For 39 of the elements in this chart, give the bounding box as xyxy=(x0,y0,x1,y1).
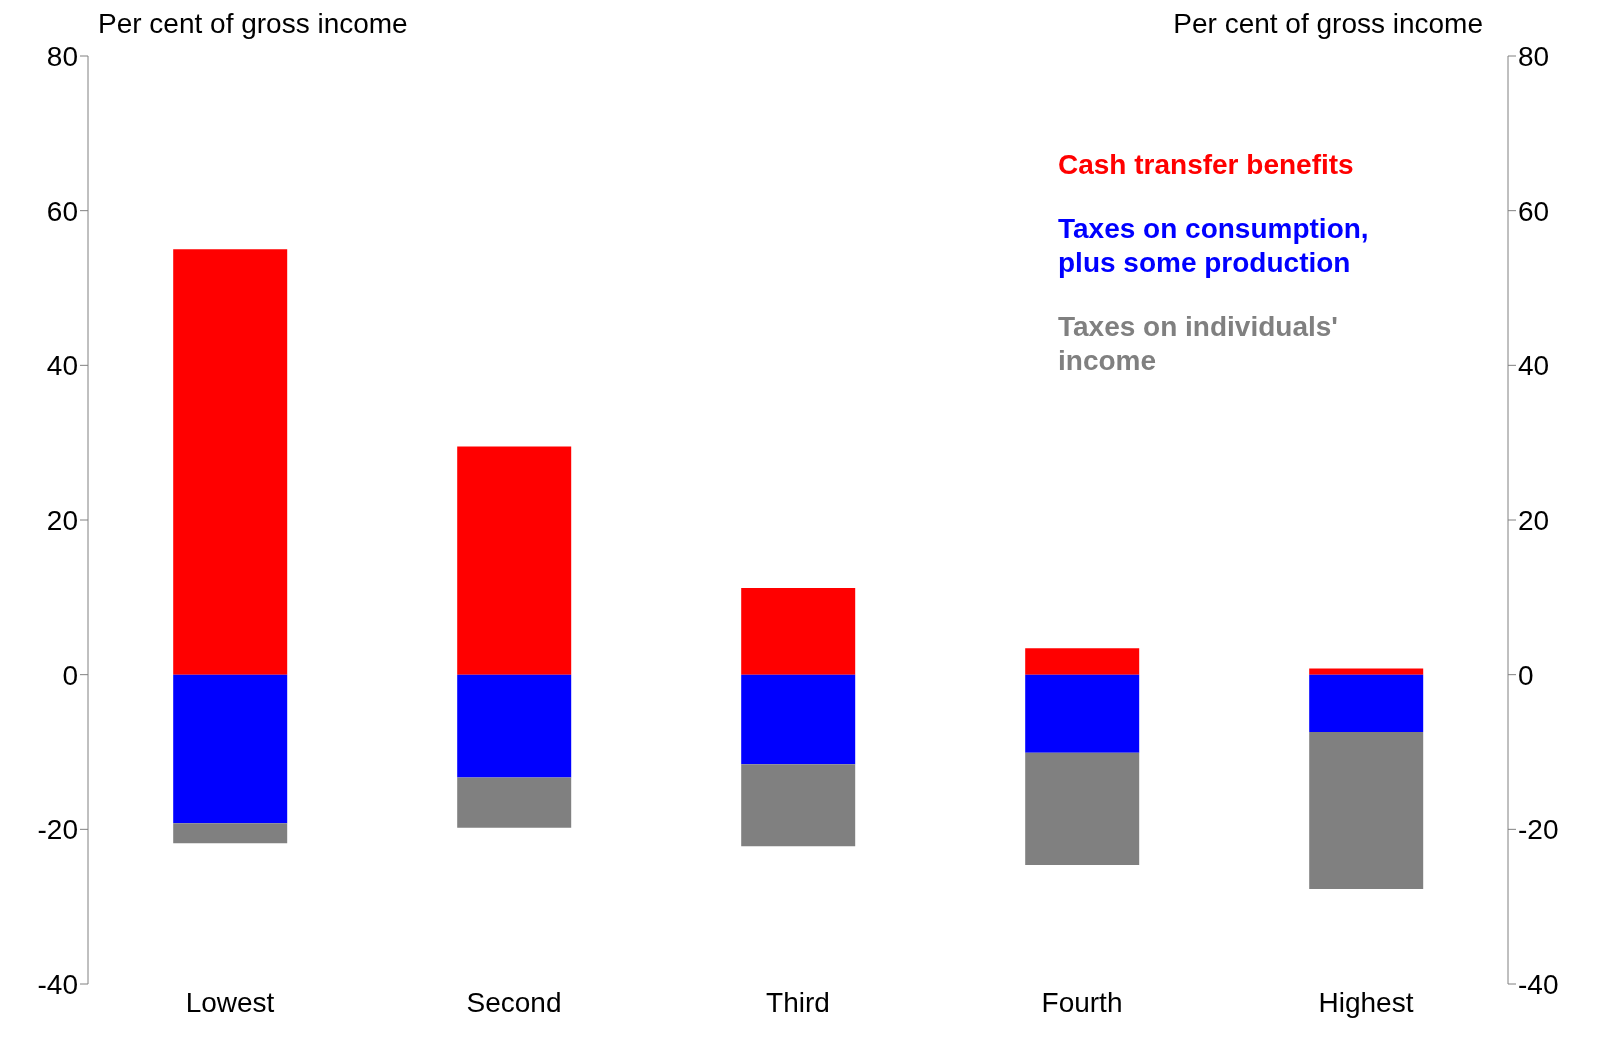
bar xyxy=(741,674,856,765)
y-tick-label: 0 xyxy=(62,659,78,691)
y2-tick-label: -20 xyxy=(1518,814,1559,846)
y2-tick-label: 0 xyxy=(1518,659,1534,691)
x-tick-label: Third xyxy=(766,986,830,1018)
bar xyxy=(457,674,572,778)
bar xyxy=(1025,752,1140,865)
bar xyxy=(1025,648,1140,675)
bar xyxy=(1025,674,1140,753)
y2-tick-label: 40 xyxy=(1518,350,1550,382)
bar xyxy=(741,764,856,847)
y2-axis-title: Per cent of gross income xyxy=(1173,8,1483,41)
text: Cash transfer benefits xyxy=(1058,148,1355,182)
y-tick-label: 80 xyxy=(46,40,78,72)
bar xyxy=(173,823,288,844)
y2-tick-label: 60 xyxy=(1518,195,1550,227)
bar xyxy=(173,674,288,824)
bar xyxy=(173,249,288,675)
bar xyxy=(1309,731,1424,889)
y-tick-label: 20 xyxy=(46,504,78,536)
y-tick-label: -20 xyxy=(37,814,78,846)
text: Taxes on consumption, plus some production xyxy=(1058,212,1370,280)
text: Taxes on individuals' income xyxy=(1058,310,1339,378)
x-tick-label: Second xyxy=(466,986,562,1018)
bar xyxy=(741,588,856,675)
y2-tick-label: 80 xyxy=(1518,40,1550,72)
x-tick-label: Lowest xyxy=(185,986,275,1018)
x-tick-label: Highest xyxy=(1318,986,1414,1018)
bar xyxy=(1309,674,1424,732)
bar xyxy=(457,446,572,675)
y-axis-title: Per cent of gross income xyxy=(98,8,408,41)
y-tick-label: 40 xyxy=(46,350,78,382)
y2-tick-label: -40 xyxy=(1518,968,1559,1000)
bar xyxy=(1309,668,1424,675)
y2-tick-label: 20 xyxy=(1518,504,1550,536)
bar xyxy=(457,777,572,828)
x-tick-label: Fourth xyxy=(1041,986,1123,1018)
y-tick-label: -40 xyxy=(37,968,78,1000)
y-tick-label: 60 xyxy=(46,195,78,227)
